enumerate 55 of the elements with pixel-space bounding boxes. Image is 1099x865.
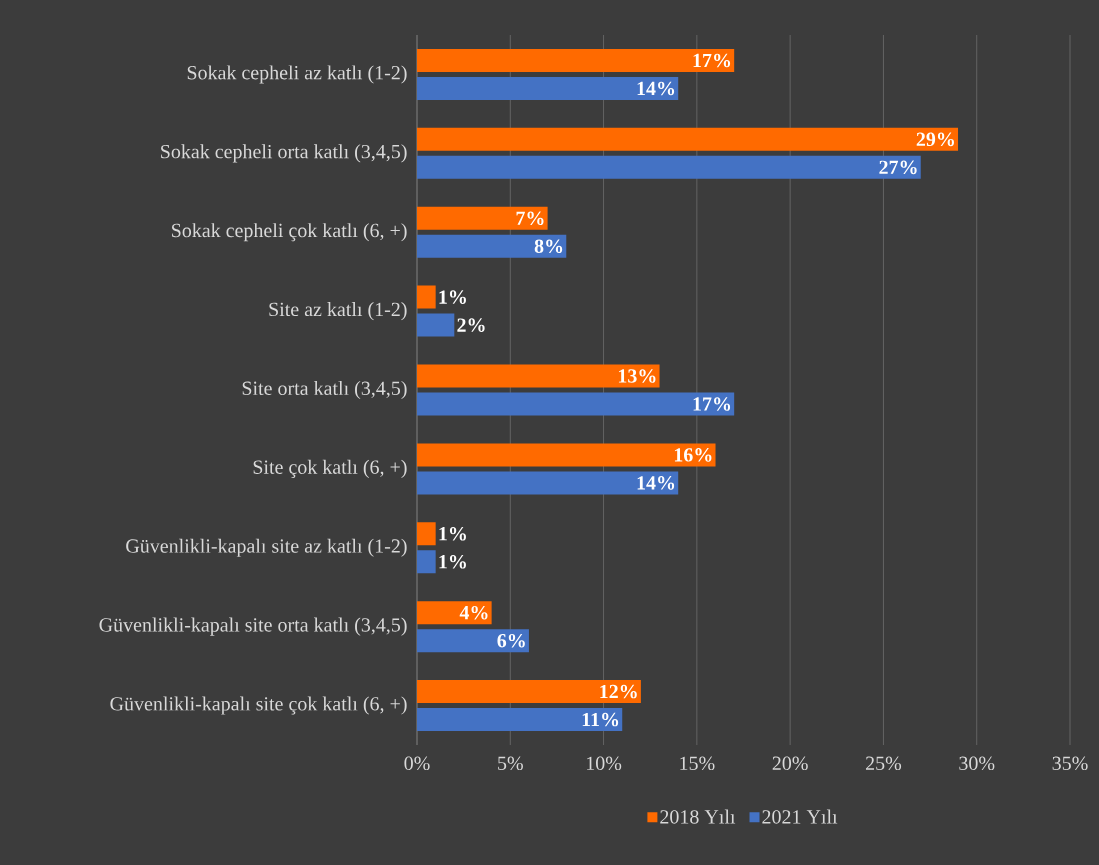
bar	[417, 443, 716, 467]
bar	[417, 471, 679, 495]
data-label: 12%	[600, 684, 637, 699]
bar	[417, 127, 959, 151]
y-tick-label: Güvenlikli-kapalı site az katlı (1-2)	[126, 538, 407, 557]
data-label: 27%	[879, 160, 917, 175]
data-label: 16%	[674, 448, 712, 462]
data-label: 17%	[693, 53, 731, 68]
data-label: 6%	[497, 633, 525, 648]
bar	[417, 234, 567, 258]
data-label: 17%	[693, 397, 731, 411]
y-tick-label: Güvenlikli-kapalı site orta katlı (3,4,5)	[99, 617, 407, 636]
data-label: 14%	[637, 81, 675, 96]
y-tick-label: Site orta katlı (3,4,5)	[242, 380, 407, 400]
data-label: 7%	[516, 211, 544, 226]
x-tick-label: 5%	[498, 756, 523, 771]
y-tick-label: Sokak cepheli az katlı (1-2)	[187, 65, 407, 84]
data-label: 29%	[916, 132, 954, 147]
bar	[417, 629, 529, 653]
y-tick-label: Güvenlikli-kapalı site çok katlı (6, +)	[110, 696, 407, 715]
x-tick-label: 10%	[587, 756, 622, 771]
bar	[417, 285, 436, 309]
legend-label: 2018 Yılı	[660, 809, 736, 824]
x-tick-label: 0%	[404, 756, 430, 771]
data-label: 4%	[459, 605, 488, 620]
y-tick-label: Sokak cepheli çok katlı (6, +)	[172, 223, 407, 242]
data-label: 1%	[439, 290, 466, 304]
legend-label: 2021 Yılı	[762, 809, 838, 824]
y-tick-label: Site çok katlı (6, +)	[253, 459, 407, 478]
bar	[417, 708, 623, 732]
bar	[417, 155, 921, 179]
bar	[417, 601, 492, 625]
x-tick-label: 20%	[772, 756, 808, 771]
data-label: 8%	[534, 239, 563, 254]
bar	[417, 680, 641, 704]
data-label: 1%	[439, 527, 466, 541]
data-label: 13%	[618, 369, 656, 383]
data-label: 2%	[457, 318, 485, 332]
bar	[417, 76, 679, 100]
y-tick-label: Sokak cepheli orta katlı (3,4,5)	[161, 144, 407, 163]
bar	[417, 313, 455, 337]
bar	[417, 48, 735, 72]
data-label: 11%	[582, 712, 619, 727]
x-tick-label: 30%	[959, 756, 995, 771]
y-tick-label: Site az katlı (1-2)	[269, 302, 407, 321]
data-label: 14%	[637, 476, 675, 490]
bar	[417, 522, 436, 546]
data-label: 1%	[439, 555, 466, 569]
x-tick-label: 25%	[865, 756, 902, 771]
bar	[417, 550, 436, 574]
x-tick-label: 35%	[1052, 756, 1088, 771]
bar	[417, 392, 735, 416]
x-tick-label: 15%	[680, 756, 715, 771]
bar	[417, 364, 660, 388]
bar	[417, 206, 548, 230]
